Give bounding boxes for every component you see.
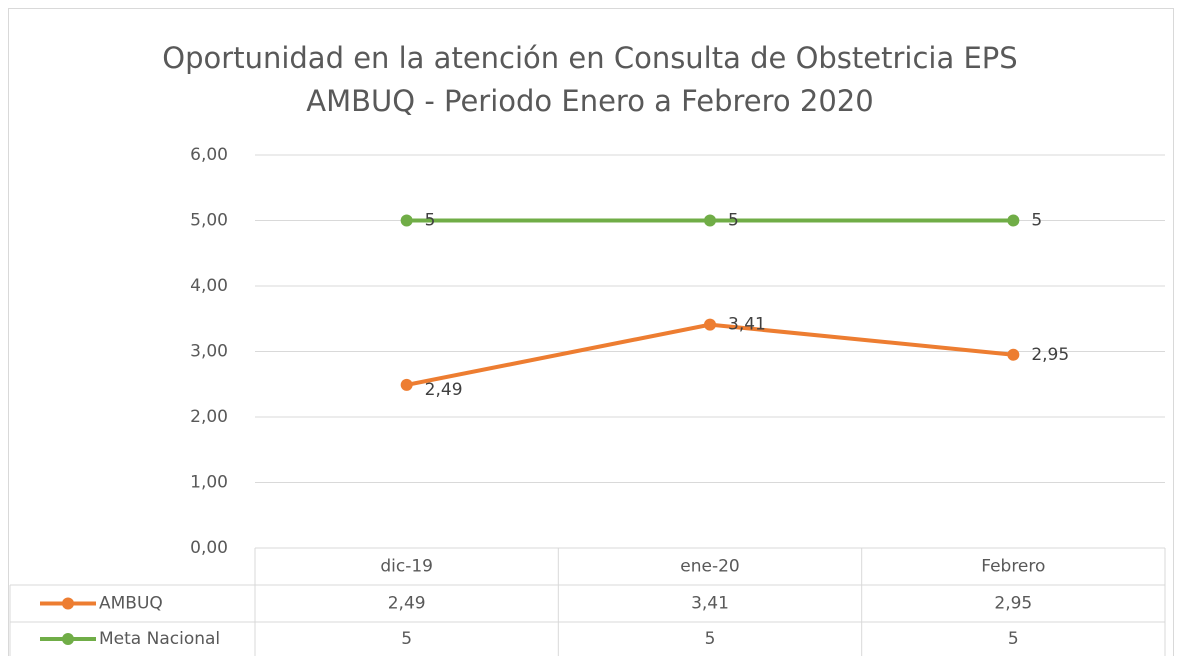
data-point <box>1007 348 1020 361</box>
table-cell: 2,49 <box>388 594 426 614</box>
table-cell: 3,41 <box>691 594 729 614</box>
table-cell: 2,95 <box>994 594 1032 614</box>
data-label: 5 <box>728 211 739 231</box>
series-line <box>406 322 1014 387</box>
y-tick-label: 6,00 <box>190 145 228 165</box>
chart-title: AMBUQ - Periodo Enero a Febrero 2020 <box>306 84 873 118</box>
table-cell: 5 <box>705 629 716 649</box>
x-tick-label: dic-19 <box>380 557 433 577</box>
y-tick-label: 2,00 <box>190 407 228 427</box>
legend-label: Meta Nacional <box>99 629 220 649</box>
table-cell: 5 <box>401 629 412 649</box>
legend-label: AMBUQ <box>99 594 163 614</box>
data-point <box>400 214 413 227</box>
chart-border <box>8 8 1174 656</box>
table-cell: 5 <box>1008 629 1019 649</box>
x-tick-label: Febrero <box>981 557 1045 577</box>
y-tick-label: 3,00 <box>190 342 228 362</box>
data-point <box>400 378 413 391</box>
x-tick-label: ene-20 <box>680 557 739 577</box>
data-point <box>704 318 716 331</box>
data-label: 5 <box>1031 211 1042 231</box>
chart-title: Oportunidad en la atención en Consulta d… <box>162 41 1017 75</box>
data-point <box>704 214 716 227</box>
y-tick-label: 1,00 <box>190 473 228 493</box>
data-label: 2,95 <box>1031 345 1069 365</box>
data-label: 5 <box>425 211 436 231</box>
data-label: 2,49 <box>425 380 463 400</box>
data-label: 3,41 <box>728 315 766 335</box>
legend-marker <box>62 633 74 645</box>
y-tick-label: 0,00 <box>190 538 228 558</box>
data-point <box>1007 214 1020 227</box>
y-tick-label: 4,00 <box>190 276 228 296</box>
y-tick-label: 5,00 <box>190 211 228 231</box>
legend-marker <box>62 597 74 610</box>
